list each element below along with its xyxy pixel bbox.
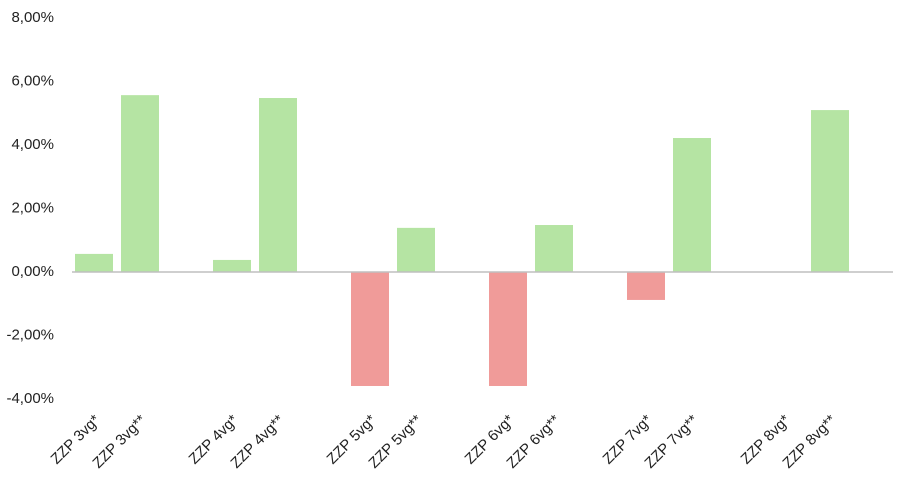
bar <box>259 98 297 272</box>
bar <box>121 95 159 272</box>
y-tick-label: -4,00% <box>6 390 54 407</box>
y-tick-label: -2,00% <box>6 326 54 343</box>
y-tick-label: 6,00% <box>11 72 54 89</box>
bar <box>397 227 435 272</box>
y-tick-label: 4,00% <box>11 136 54 153</box>
bar <box>75 253 113 272</box>
bar <box>213 259 251 272</box>
bar <box>489 272 527 386</box>
bar <box>811 110 849 272</box>
bar <box>627 272 665 300</box>
bar <box>351 272 389 386</box>
y-tick-label: 2,00% <box>11 199 54 216</box>
y-tick-label: 8,00% <box>11 9 54 26</box>
bar <box>535 225 573 272</box>
bar <box>673 138 711 272</box>
y-tick-label: 0,00% <box>11 263 54 280</box>
